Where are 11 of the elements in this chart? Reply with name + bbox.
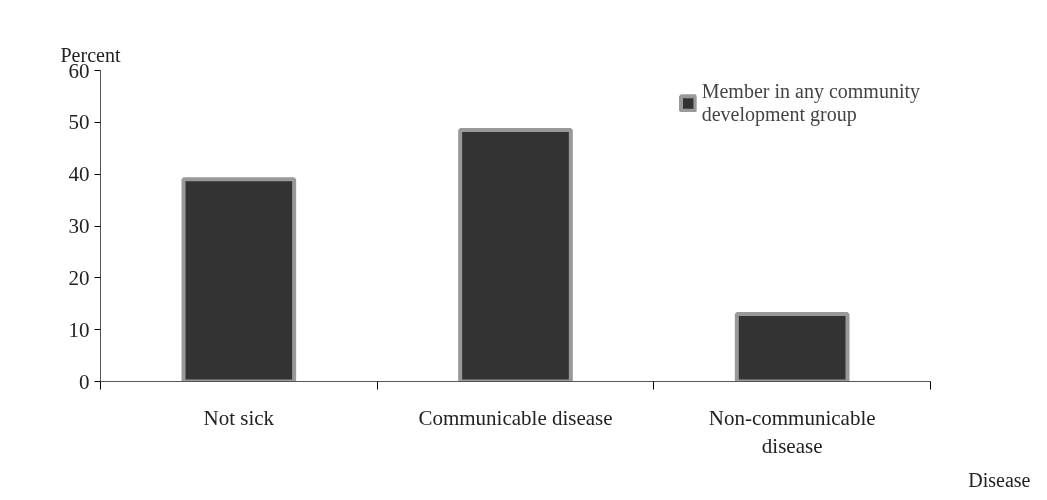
x-axis-title: Disease (968, 468, 1031, 491)
legend-label: Member in any community development group (701, 80, 920, 126)
y-tick-label: 10 (68, 317, 90, 342)
x-tick-label: Non-communicable disease (708, 405, 876, 459)
y-tick-label: 0 (79, 369, 90, 394)
y-tick-label: 40 (68, 162, 90, 187)
x-tick-label: Communicable disease (418, 405, 613, 430)
y-tick-label: 20 (68, 265, 90, 290)
y-tick-label: 50 (68, 110, 90, 135)
y-tick-label: 30 (68, 214, 90, 238)
x-tick-label: Not sick (203, 405, 275, 430)
